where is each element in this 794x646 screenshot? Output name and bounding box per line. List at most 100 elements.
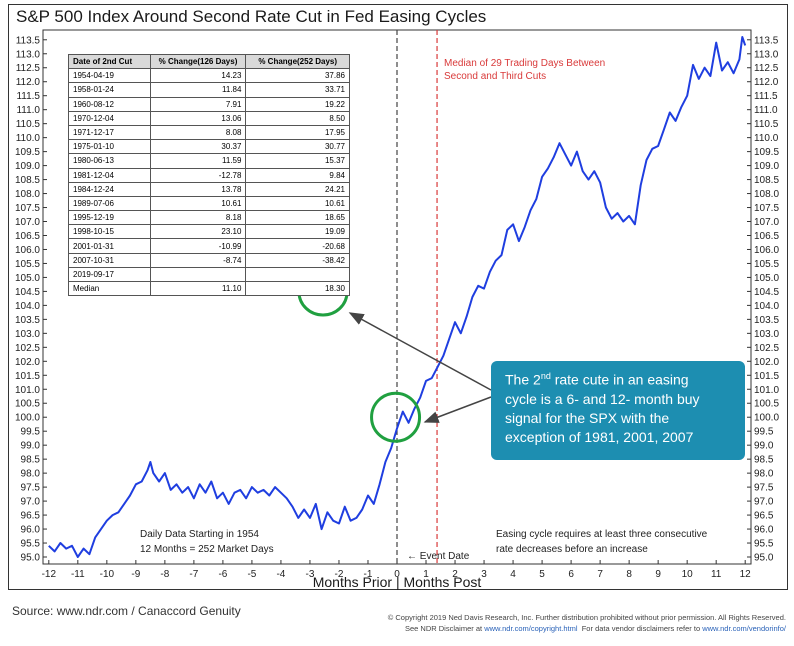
y-tick-label-right: 112.0 bbox=[754, 77, 779, 88]
x-tick-label: -8 bbox=[160, 569, 169, 580]
y-tick-label-left: 108.5 bbox=[15, 175, 40, 186]
table-cell: 7.91 bbox=[149, 96, 247, 112]
copyright-text-part: For data vendor disclaimers refer to bbox=[577, 624, 703, 633]
table-cell: 1984-12-24 bbox=[68, 181, 151, 197]
y-tick-label-right: 96.5 bbox=[754, 511, 774, 522]
x-tick-label: 0 bbox=[394, 569, 400, 580]
table-cell: 10.61 bbox=[149, 195, 247, 212]
table-cell: -10.99 bbox=[149, 238, 247, 254]
y-tick-label-right: 113.0 bbox=[754, 49, 779, 60]
y-tick-label-left: 103.0 bbox=[15, 329, 40, 340]
y-tick-label-right: 104.0 bbox=[754, 301, 779, 312]
y-tick-label-right: 108.5 bbox=[754, 175, 779, 186]
callout-text: rate cute in an easing bbox=[550, 371, 689, 388]
y-tick-label-left: 109.0 bbox=[15, 161, 40, 172]
callout-box: The 2nd rate cute in an easing cycle is … bbox=[491, 361, 745, 460]
table-cell: 2019-09-17 bbox=[68, 266, 151, 283]
y-tick-label-right: 96.0 bbox=[754, 525, 774, 536]
y-tick-label-left: 104.0 bbox=[15, 301, 40, 312]
sp500-series-line bbox=[48, 36, 747, 558]
table-row: 1981-12-04 -12.78 9.84 bbox=[68, 167, 350, 183]
y-tick-label-right: 98.0 bbox=[754, 469, 774, 480]
table-cell: 1995-12-19 bbox=[68, 210, 151, 226]
series-group bbox=[48, 36, 747, 558]
y-tick-label-left: 112.5 bbox=[16, 63, 41, 74]
y-tick-label-left: 98.0 bbox=[21, 469, 41, 480]
y-tick-label-right: 98.5 bbox=[754, 455, 774, 466]
y-tick-label-right: 106.0 bbox=[754, 245, 779, 256]
chart-frame bbox=[8, 4, 788, 590]
vendor-info-link[interactable]: www.ndr.com/vendorinfo/ bbox=[702, 624, 786, 633]
table-row: 1995-12-19 8.18 18.65 bbox=[68, 210, 350, 226]
table-cell: 18.65 bbox=[245, 210, 350, 226]
table-row: 1960-08-12 7.91 19.22 bbox=[68, 96, 350, 112]
y-tick-label-right: 110.0 bbox=[754, 133, 779, 144]
easing-cycle-note: Easing cycle requires at least three con… bbox=[496, 527, 736, 557]
table-cell: 1989-07-06 bbox=[68, 195, 151, 212]
table-header: Date of 2nd Cut bbox=[68, 53, 151, 70]
y-tick-label-left: 96.5 bbox=[21, 511, 41, 522]
copyright-line: See NDR Disclaimer at www.ndr.com/copyri… bbox=[308, 623, 786, 634]
y-tick-label-left: 111.0 bbox=[16, 105, 40, 116]
table-cell: 2007-10-31 bbox=[68, 252, 151, 268]
y-tick-label-left: 102.5 bbox=[15, 343, 40, 354]
x-tick-label: -11 bbox=[71, 569, 85, 580]
x-tick-label: 1 bbox=[423, 569, 429, 580]
y-tick-label-left: 98.5 bbox=[21, 455, 41, 466]
table-row: 1984-12-24 13.78 24.21 bbox=[68, 181, 350, 197]
y-tick-label-right: 99.0 bbox=[754, 441, 774, 452]
table-cell: 24.21 bbox=[245, 181, 350, 197]
table-cell: 8.18 bbox=[149, 210, 247, 226]
table-cell: -38.42 bbox=[245, 252, 350, 268]
y-tick-label-right: 113.5 bbox=[754, 35, 779, 46]
table-cell: 11.10 bbox=[149, 280, 247, 297]
y-tick-label-right: 95.0 bbox=[754, 553, 774, 564]
y-tick-label-right: 105.5 bbox=[754, 259, 779, 270]
copyright-link[interactable]: www.ndr.com/copyright.html bbox=[484, 624, 578, 633]
table-cell: 1958-01-24 bbox=[68, 82, 151, 98]
table-header: % Change(252 Days) bbox=[245, 53, 350, 70]
y-tick-label-right: 99.5 bbox=[754, 427, 774, 438]
table-cell: 19.09 bbox=[245, 224, 350, 240]
y-tick-label-left: 106.5 bbox=[15, 231, 40, 242]
stats-table: Date of 2nd Cut % Change(126 Days) % Cha… bbox=[68, 53, 350, 297]
note-line: Daily Data Starting in 1954 bbox=[140, 529, 259, 540]
x-tick-label: -2 bbox=[335, 569, 344, 580]
table-cell: 18.30 bbox=[245, 280, 350, 297]
note-line: 12 Months = 252 Market Days bbox=[140, 544, 274, 555]
table-cell: 8.50 bbox=[245, 110, 350, 126]
y-tick-label-left: 106.0 bbox=[15, 245, 40, 256]
table-cell bbox=[149, 266, 247, 283]
table-cell: 9.84 bbox=[245, 167, 350, 183]
table-row: 1971-12-17 8.08 17.95 bbox=[68, 124, 350, 141]
x-tick-label: 5 bbox=[539, 569, 545, 580]
y-tick-label-left: 112.0 bbox=[16, 77, 41, 88]
y-tick-label-left: 95.5 bbox=[21, 539, 41, 550]
y-tick-label-left: 104.5 bbox=[15, 287, 40, 298]
y-tick-label-left: 102.0 bbox=[15, 357, 40, 368]
y-tick-label-right: 95.5 bbox=[754, 539, 774, 550]
x-tick-label: -1 bbox=[364, 569, 373, 580]
x-tick-label: 9 bbox=[655, 569, 661, 580]
y-tick-label-left: 107.5 bbox=[15, 203, 40, 214]
y-tick-label-right: 104.5 bbox=[754, 287, 779, 298]
source-text: Source: www.ndr.com / Canaccord Genuity bbox=[12, 604, 241, 618]
x-tick-label: -5 bbox=[247, 569, 256, 580]
table-cell: 13.78 bbox=[149, 181, 247, 197]
reference-lines bbox=[396, 30, 438, 564]
table-cell bbox=[245, 266, 350, 283]
y-tick-label-left: 113.5 bbox=[16, 35, 41, 46]
x-tick-label: 12 bbox=[740, 569, 752, 580]
table-header: % Change(126 Days) bbox=[149, 53, 247, 70]
copyright-line: © Copyright 2019 Ned Davis Research, Inc… bbox=[387, 613, 786, 622]
table-row: 1998-10-15 23.10 19.09 bbox=[68, 224, 350, 240]
x-tick-label: -12 bbox=[42, 569, 57, 580]
table-cell: 30.77 bbox=[245, 139, 350, 155]
y-tick-label-left: 105.0 bbox=[15, 273, 40, 284]
y-tick-label-left: 97.0 bbox=[21, 497, 41, 508]
table-cell: 19.22 bbox=[245, 96, 350, 112]
y-tick-label-left: 99.5 bbox=[21, 427, 41, 438]
y-tick-label-right: 109.5 bbox=[754, 147, 779, 158]
callout-line: exception of 1981, 2001, 2007 bbox=[505, 428, 694, 445]
x-tick-label: 7 bbox=[597, 569, 603, 580]
